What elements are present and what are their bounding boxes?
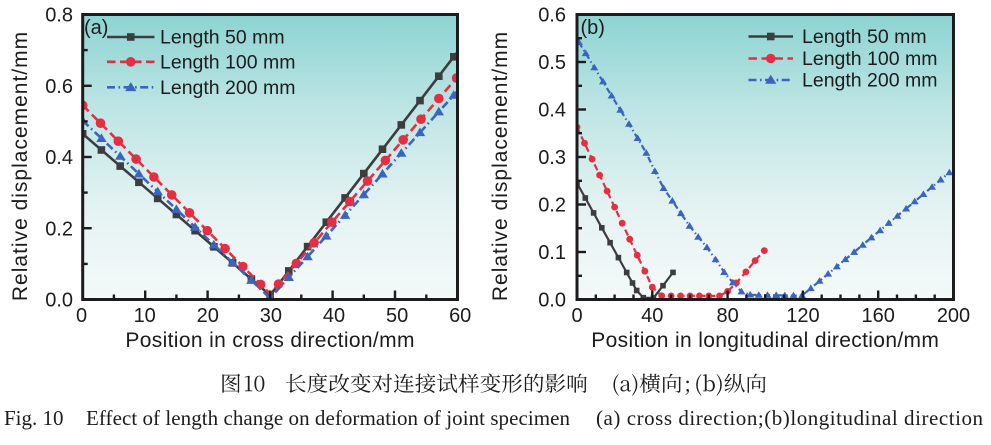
svg-text:80: 80 [716, 305, 738, 327]
svg-text:(b): (b) [581, 17, 605, 39]
svg-text:0: 0 [571, 305, 582, 327]
svg-text:Length 100 mm: Length 100 mm [802, 48, 938, 70]
svg-text:Relative displacement/mm: Relative displacement/mm [9, 31, 32, 301]
svg-text:0.8: 0.8 [45, 5, 73, 27]
svg-text:30: 30 [260, 305, 282, 327]
svg-text:160: 160 [862, 305, 895, 327]
svg-text:Length 50 mm: Length 50 mm [160, 27, 285, 49]
svg-text:0.4: 0.4 [45, 147, 73, 169]
svg-text:0: 0 [76, 305, 87, 327]
svg-text:Position in cross direction/mm: Position in cross direction/mm [125, 329, 414, 352]
svg-text:0.5: 0.5 [538, 52, 566, 74]
svg-text:60: 60 [449, 305, 471, 327]
svg-text:(a): (a) [84, 17, 108, 39]
svg-text:0.6: 0.6 [45, 76, 73, 98]
svg-text:Length 50 mm: Length 50 mm [802, 26, 927, 48]
svg-text:Length 200 mm: Length 200 mm [802, 70, 938, 92]
svg-text:200: 200 [937, 305, 970, 327]
svg-text:Relative displacement/mm: Relative displacement/mm [489, 31, 512, 301]
svg-text:0.6: 0.6 [538, 5, 566, 27]
svg-text:Position in longitudinal direc: Position in longitudinal direction/mm [591, 329, 939, 352]
svg-text:120: 120 [786, 305, 819, 327]
svg-text:0.2: 0.2 [538, 195, 566, 217]
svg-text:10: 10 [134, 305, 156, 327]
svg-text:0.2: 0.2 [45, 218, 73, 240]
svg-text:Length 100 mm: Length 100 mm [160, 51, 296, 73]
svg-text:0.0: 0.0 [45, 290, 73, 312]
svg-text:0.1: 0.1 [538, 242, 566, 264]
svg-text:0.3: 0.3 [538, 147, 566, 169]
svg-text:40: 40 [323, 305, 345, 327]
svg-text:40: 40 [641, 305, 663, 327]
svg-text:0.4: 0.4 [538, 100, 566, 122]
svg-text:Length 200 mm: Length 200 mm [160, 77, 296, 99]
svg-text:20: 20 [197, 305, 219, 327]
svg-text:50: 50 [386, 305, 408, 327]
svg-text:0.0: 0.0 [538, 290, 566, 312]
